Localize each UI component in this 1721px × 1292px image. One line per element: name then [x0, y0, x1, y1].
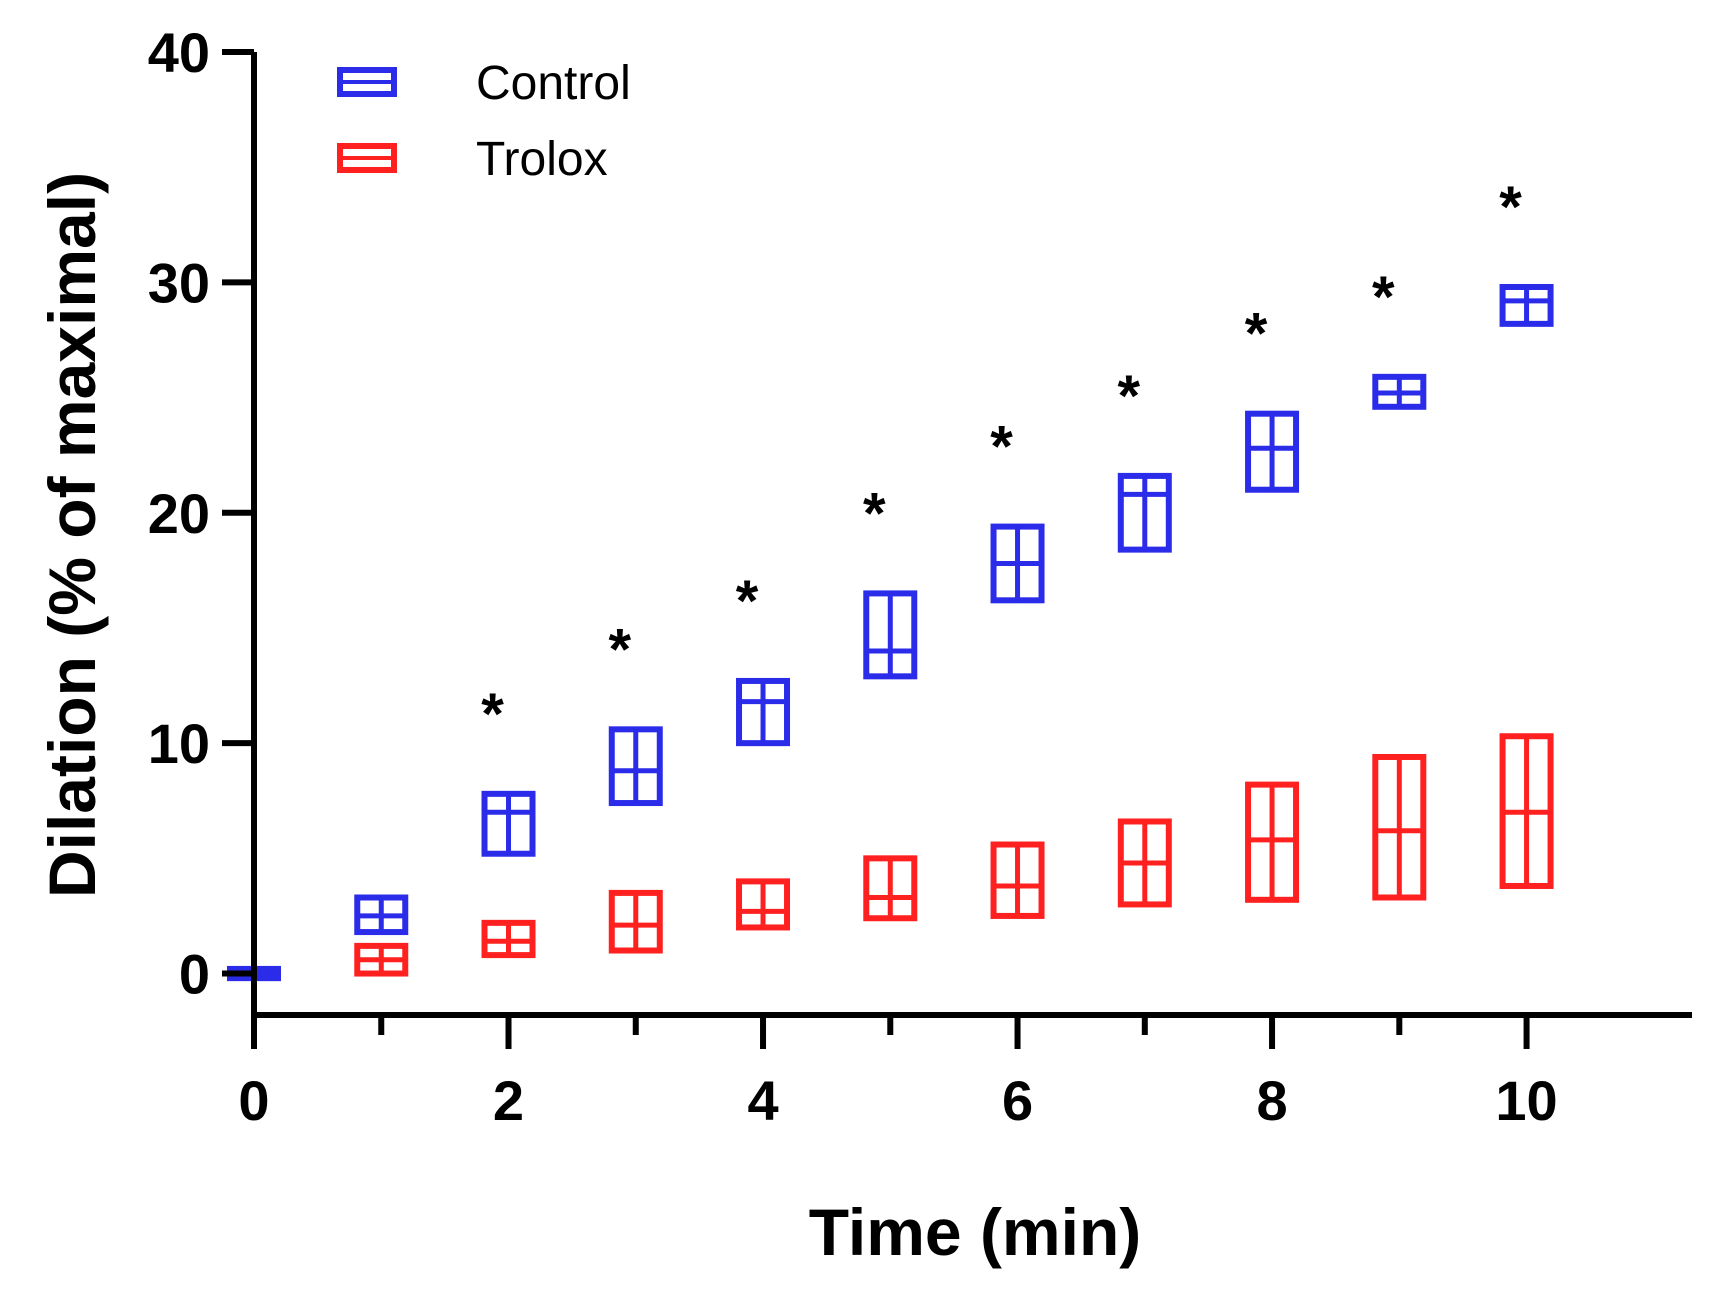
significance-star: * [990, 415, 1013, 480]
x-tick-label: 6 [1002, 1069, 1033, 1132]
x-tick-label: 8 [1256, 1069, 1287, 1132]
significance-star: * [863, 481, 886, 546]
x-tick-label: 0 [238, 1069, 269, 1132]
y-tick-label: 40 [148, 21, 210, 84]
y-tick-label: 30 [148, 251, 210, 314]
x-tick-label: 4 [747, 1069, 778, 1132]
significance-star: * [1118, 364, 1141, 429]
y-axis-title: Dilation (% of maximal) [35, 172, 109, 898]
x-tick-label: 2 [493, 1069, 524, 1132]
control-legend-label: Control [476, 57, 631, 110]
y-tick-label: 10 [148, 712, 210, 775]
x-tick-label: 10 [1495, 1069, 1557, 1132]
plot-area: * * * * * * * * * [227, 175, 1554, 982]
significance-star: * [736, 569, 759, 634]
legend: Control Trolox [337, 57, 631, 186]
significance-star: * [1499, 175, 1522, 240]
significance-star: * [1372, 265, 1395, 330]
trolox-legend-label: Trolox [476, 133, 608, 186]
axes: 0 10 20 30 40 0 2 4 6 8 10 [148, 21, 1692, 1132]
significance-star: * [1245, 302, 1268, 367]
y-tick-label: 0 [179, 943, 210, 1006]
y-tick-label: 20 [148, 482, 210, 545]
x-axis-title: Time (min) [809, 1195, 1141, 1269]
significance-star: * [608, 617, 631, 682]
significance-star: * [481, 682, 504, 747]
